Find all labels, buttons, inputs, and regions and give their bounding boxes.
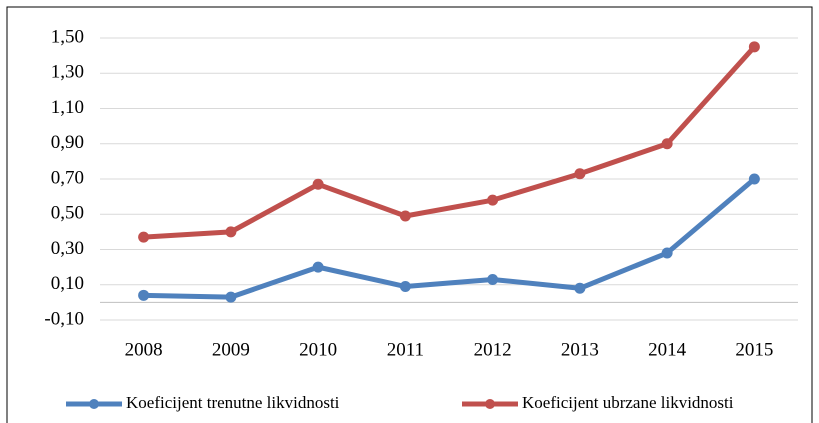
data-point [487,273,499,285]
data-point [138,231,150,243]
y-tick-label: -0,10 [44,308,84,329]
series-line [143,177,756,300]
data-point [399,281,411,293]
data-point [312,261,324,273]
x-tick-label: 2012 [474,339,512,360]
x-tick-label: 2015 [735,339,773,360]
legend-label: Koeficijent ubrzane likvidnosti [522,393,734,412]
data-point [399,210,411,222]
y-tick-label: 1,10 [51,97,84,118]
data-point [487,194,499,206]
y-tick-label: 0,70 [51,167,84,188]
x-tick-label: 2008 [125,339,163,360]
series-line [143,45,757,240]
legend-marker [89,399,99,409]
y-tick-label: 0,30 [51,238,84,259]
y-tick-label: 1,30 [51,62,84,83]
data-point [661,247,673,259]
data-point [225,226,237,238]
x-tick-label: 2014 [648,339,687,360]
legend-marker [485,399,495,409]
data-point [748,173,760,185]
x-tick-label: 2011 [387,339,424,360]
y-tick-label: 0,90 [51,132,84,153]
x-tick-label: 2010 [299,339,337,360]
y-tick-label: 1,50 [51,26,84,47]
data-point [748,41,760,53]
y-tick-label: 0,10 [51,273,84,294]
data-point [574,168,586,180]
data-point [661,138,673,150]
y-tick-label: 0,50 [51,203,84,224]
data-point [225,291,237,303]
x-tick-label: 2009 [212,339,250,360]
chart-frame [6,6,813,423]
legend-label: Koeficijent trenutne likvidnosti [126,393,340,412]
data-point [312,178,324,190]
data-point [138,289,150,301]
data-point [574,282,586,294]
x-tick-label: 2013 [561,339,599,360]
